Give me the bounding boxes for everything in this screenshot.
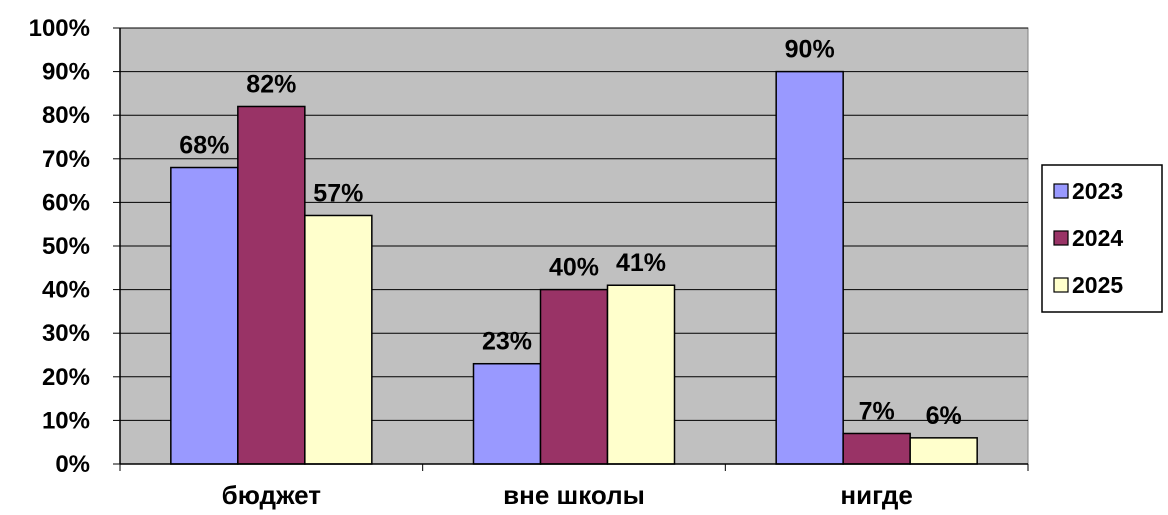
y-tick-label: 100% bbox=[29, 15, 90, 42]
bar-2023-1 bbox=[472, 362, 542, 465]
data-label: 7% bbox=[859, 397, 895, 425]
y-tick-label: 20% bbox=[42, 364, 90, 391]
data-label: 40% bbox=[549, 254, 599, 282]
legend-label: 2024 bbox=[1072, 225, 1123, 251]
data-label: 57% bbox=[313, 179, 363, 207]
y-tick-label: 50% bbox=[42, 233, 90, 260]
data-label: 82% bbox=[246, 70, 296, 98]
bar-2025-2 bbox=[909, 437, 978, 465]
legend: 2023 2024 2025 bbox=[1041, 164, 1163, 313]
legend-swatch bbox=[1053, 277, 1069, 293]
y-tick-label: 10% bbox=[42, 407, 90, 434]
legend-label: 2023 bbox=[1072, 178, 1123, 204]
bar-2024-2 bbox=[842, 432, 911, 465]
data-label: 23% bbox=[482, 328, 532, 356]
x-tick-label: бюджет bbox=[222, 480, 322, 510]
x-tick-label: вне школы bbox=[503, 480, 645, 510]
bar-2025-1 bbox=[606, 284, 676, 465]
legend-label: 2025 bbox=[1072, 272, 1123, 298]
data-label: 41% bbox=[616, 249, 666, 277]
bar-2023-0 bbox=[170, 166, 239, 465]
data-labels: 68% 82% 57% 23% 40% 41% 90% 7% 6% bbox=[179, 36, 961, 430]
x-tick-label: нигде bbox=[840, 480, 913, 510]
bar-2024-0 bbox=[237, 105, 306, 465]
y-tick-label: 90% bbox=[42, 59, 90, 86]
y-tick-label: 70% bbox=[42, 146, 90, 173]
legend-swatch bbox=[1053, 183, 1069, 199]
data-label: 68% bbox=[179, 132, 229, 160]
data-label: 6% bbox=[926, 402, 962, 430]
data-label: 90% bbox=[785, 36, 835, 64]
y-tick-label: 0% bbox=[55, 451, 90, 478]
y-tick-label: 40% bbox=[42, 277, 90, 304]
bar-2023-2 bbox=[775, 70, 844, 465]
y-tick-label: 60% bbox=[42, 189, 90, 216]
axes: 0% 10% 20% 30% 40% 50% 60% 70% 80% 90% 100% бюджет в… bbox=[29, 15, 1029, 510]
y-tick-label: 80% bbox=[42, 102, 90, 129]
y-tick-label: 30% bbox=[42, 320, 90, 347]
legend-swatch bbox=[1053, 230, 1069, 246]
bar-2025-0 bbox=[304, 214, 373, 465]
bar-2024-1 bbox=[539, 288, 609, 465]
